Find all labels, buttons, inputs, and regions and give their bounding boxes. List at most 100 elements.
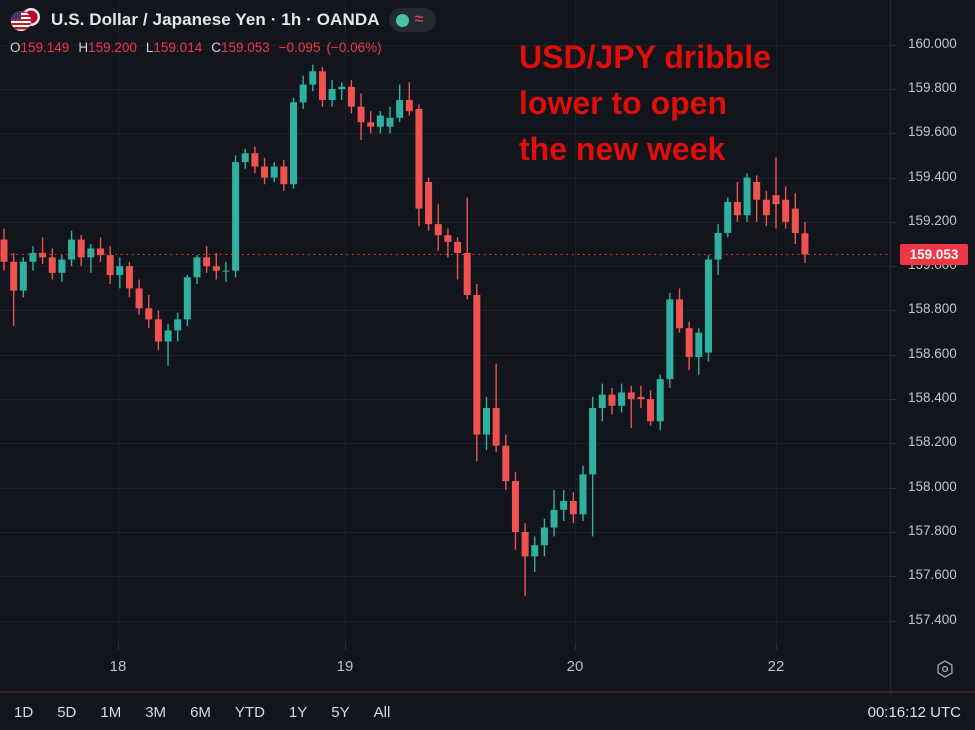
- candle-body: [193, 257, 201, 278]
- candle-body: [232, 162, 240, 271]
- candle-body: [502, 445, 510, 482]
- price-axis-label: 158.800: [908, 301, 957, 317]
- candle-body: [270, 166, 278, 178]
- candle-body: [261, 166, 269, 178]
- candle-body: [608, 394, 616, 406]
- candle-body: [280, 166, 288, 185]
- candle-body: [376, 115, 384, 127]
- candle-body: [222, 270, 230, 272]
- candle-body: [318, 71, 326, 101]
- candle-body: [656, 379, 664, 422]
- time-axis-label: 22: [767, 658, 785, 675]
- annotation-line: USD/JPY dribble: [519, 39, 771, 75]
- market-status-pill[interactable]: ≈: [388, 8, 436, 32]
- candle-body: [87, 248, 95, 258]
- annotation-line: lower to open: [519, 85, 727, 121]
- change-percent: (−0.06%): [326, 40, 382, 55]
- range-button-1m[interactable]: 1M: [100, 704, 122, 721]
- candle-body: [212, 266, 220, 271]
- range-button-3m[interactable]: 3M: [145, 704, 167, 721]
- low-value: 159.014: [153, 40, 203, 55]
- time-axis-tick: [575, 645, 576, 650]
- price-axis-label: 158.600: [908, 345, 957, 361]
- range-button-5d[interactable]: 5D: [57, 704, 77, 721]
- range-button-ytd[interactable]: YTD: [234, 704, 265, 721]
- annotation-line: the new week: [519, 131, 726, 167]
- close-value: 159.053: [220, 40, 270, 55]
- candlestick-chart[interactable]: [0, 0, 890, 645]
- close-label: C: [211, 40, 221, 55]
- time-axis[interactable]: 18 19 20 22: [0, 645, 890, 691]
- candle-body: [647, 399, 655, 422]
- range-button-1y[interactable]: 1Y: [288, 704, 308, 721]
- candle-body: [454, 241, 462, 253]
- candle-body: [164, 330, 172, 342]
- candle-body: [714, 232, 722, 260]
- price-axis-label: 157.800: [908, 522, 957, 538]
- price-axis-label: 158.200: [908, 434, 957, 450]
- candle-body: [627, 392, 635, 400]
- candle-body: [762, 199, 770, 216]
- candle-body: [154, 319, 162, 342]
- candle-body: [511, 481, 519, 532]
- chart-region: 18 19 20 22: [0, 0, 890, 691]
- open-label: O: [10, 40, 21, 55]
- candle-body: [19, 261, 27, 291]
- candle-body: [521, 531, 529, 557]
- candle-body: [772, 195, 780, 205]
- candle-body: [676, 299, 683, 329]
- candle-body: [695, 332, 703, 358]
- price-axis-tick: [891, 576, 896, 577]
- candle-body: [203, 257, 211, 267]
- candle-body: [666, 299, 674, 380]
- candle-body: [531, 545, 539, 557]
- price-axis-tick: [891, 222, 896, 223]
- candle-body: [241, 153, 249, 163]
- price-axis-tick: [891, 310, 896, 311]
- candle-body: [386, 117, 394, 127]
- range-button-1d[interactable]: 1D: [14, 704, 34, 721]
- last-price-tag: 159.053: [900, 243, 968, 265]
- candle-body: [116, 266, 124, 276]
- candle-body: [704, 259, 712, 353]
- candle-body: [618, 392, 626, 406]
- high-label: H: [78, 40, 89, 55]
- market-status-dot-icon: [395, 13, 409, 27]
- settings-icon[interactable]: [934, 658, 956, 680]
- candle-body: [367, 122, 375, 127]
- candle-body: [145, 308, 153, 320]
- candle-body: [48, 257, 56, 273]
- candle-body: [290, 102, 297, 185]
- range-button-all[interactable]: All: [373, 704, 391, 721]
- range-button-5y[interactable]: 5Y: [331, 704, 350, 721]
- price-axis-tick: [891, 532, 896, 533]
- candle-body: [434, 224, 442, 236]
- candle-body: [29, 252, 37, 262]
- range-button-6m[interactable]: 6M: [190, 704, 211, 721]
- price-axis-label: 159.200: [908, 212, 957, 228]
- us-flag-icon: [11, 11, 31, 31]
- candle-body: [733, 201, 741, 216]
- candle-body: [444, 235, 452, 242]
- symbol-title: U.S. Dollar / Japanese Yen · 1h · OANDA: [51, 10, 380, 29]
- high-value: 159.200: [88, 40, 137, 55]
- ohlc-row: O159.149 H159.200 L159.014 C159.053 −0.0…: [10, 40, 388, 55]
- candle-body: [560, 500, 568, 510]
- candle-body: [743, 177, 751, 216]
- price-axis-tick: [891, 443, 896, 444]
- price-axis-label: 158.400: [908, 390, 957, 406]
- price-axis-tick: [891, 178, 896, 179]
- price-axis-label: 157.400: [908, 611, 957, 627]
- price-axis[interactable]: 159.053 160.000 159.800 159.600 159.400 159.…: [890, 0, 975, 695]
- candle-body: [10, 261, 18, 291]
- candle-body: [347, 86, 355, 107]
- candle-body: [183, 277, 191, 320]
- range-toolbar: 1D 5D 1M 3M 6M YTD 1Y 5Y All 00:16:12 UTC: [0, 695, 975, 730]
- price-axis-tick: [891, 488, 896, 489]
- candle-body: [782, 199, 790, 222]
- time-axis-label: 18: [109, 658, 127, 675]
- candle-body: [174, 319, 182, 331]
- price-axis-tick: [891, 621, 896, 622]
- candle-body: [106, 255, 114, 276]
- time-axis-tick: [118, 645, 119, 650]
